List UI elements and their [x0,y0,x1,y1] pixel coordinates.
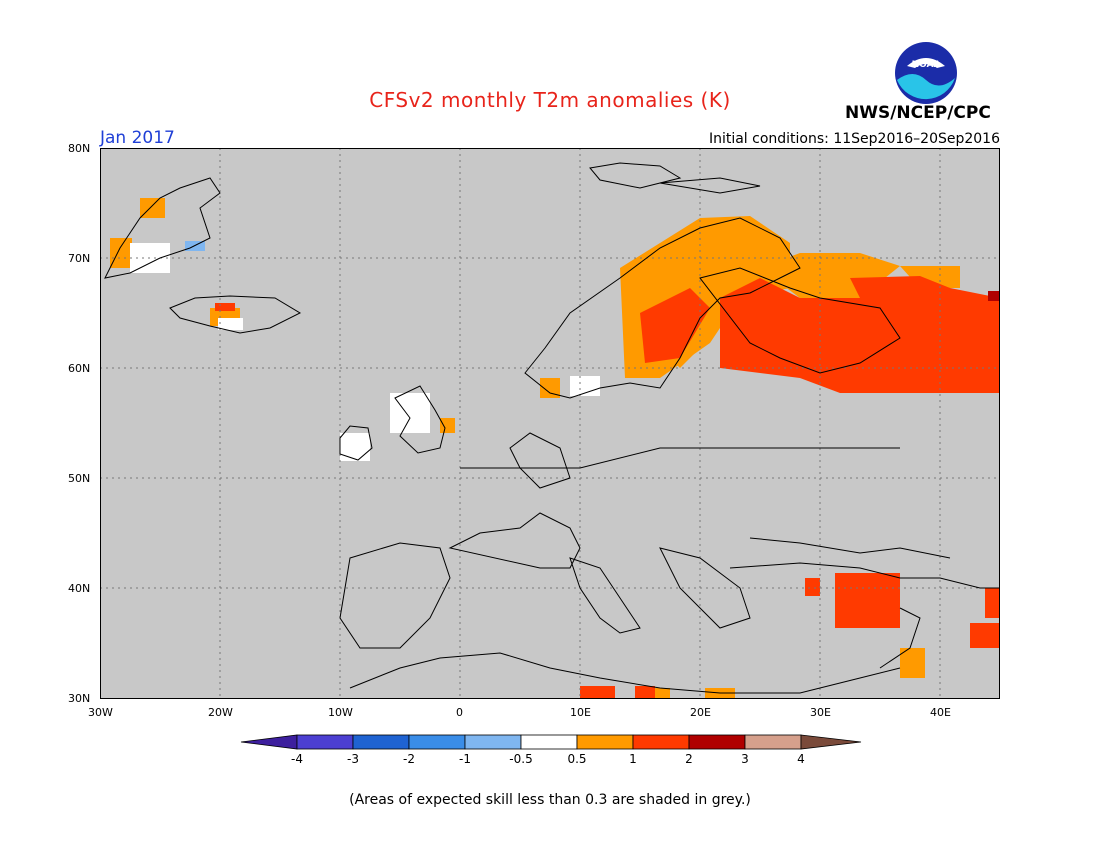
lon-label-40e: 40E [930,706,951,719]
legend-label-m3: -3 [347,752,359,766]
legend-swatch [576,734,634,750]
legend-swatch [688,734,746,750]
lat-label-70n: 70N [68,252,91,265]
map-title: CFSv2 monthly T2m anomalies (K) [369,88,731,112]
lon-label-10e: 10E [570,706,591,719]
legend-label-p1: 1 [629,752,637,766]
noaa-logo-text: NOAA [912,60,941,70]
lat-label-50n: 50N [68,472,91,485]
legend-label-p4: 4 [797,752,805,766]
legend-label-m1: -1 [459,752,471,766]
lat-label-60n: 60N [68,362,91,375]
lat-label-80n: 80N [68,142,91,155]
lon-label-10w: 10W [328,706,353,719]
legend-swatch [464,734,522,750]
skill-footnote: (Areas of expected skill less than 0.3 a… [349,792,751,808]
legend-label-m4: -4 [291,752,303,766]
legend-label-p05: 0.5 [567,752,587,766]
legend-label-p3: 3 [741,752,749,766]
legend-swatch [632,734,690,750]
lat-label-30n: 30N [68,692,91,705]
lon-label-20e: 20E [690,706,711,719]
legend-swatch [352,734,410,750]
legend-arrow-high [800,734,862,750]
forecast-month: Jan 2017 [100,128,175,148]
anomaly-map [100,148,1000,699]
lon-label-30e: 30E [810,706,831,719]
legend-swatch [520,734,578,750]
lon-label-30w: 30W [88,706,113,719]
graticule [100,148,1000,699]
legend-swatch [296,734,354,750]
agency-label: NWS/NCEP/CPC [845,103,991,123]
lon-label-0: 0 [456,706,463,719]
anomaly-cells-2-3 [988,291,1000,301]
noaa-logo: NOAA [895,42,957,104]
lat-label-40n: 40N [68,582,91,595]
legend-label-p2: 2 [685,752,693,766]
legend-arrow-low [240,734,298,750]
legend-label-m05: -0.5 [509,752,533,766]
legend-label-m2: -2 [403,752,415,766]
color-bar [240,734,862,750]
anomaly-cells-1-2 [215,276,1000,699]
legend-swatch [744,734,802,750]
initial-conditions: Initial conditions: 11Sep2016–20Sep2016 [708,131,1000,147]
coastlines [104,162,1000,694]
lon-label-20w: 20W [208,706,233,719]
legend-swatch [408,734,466,750]
